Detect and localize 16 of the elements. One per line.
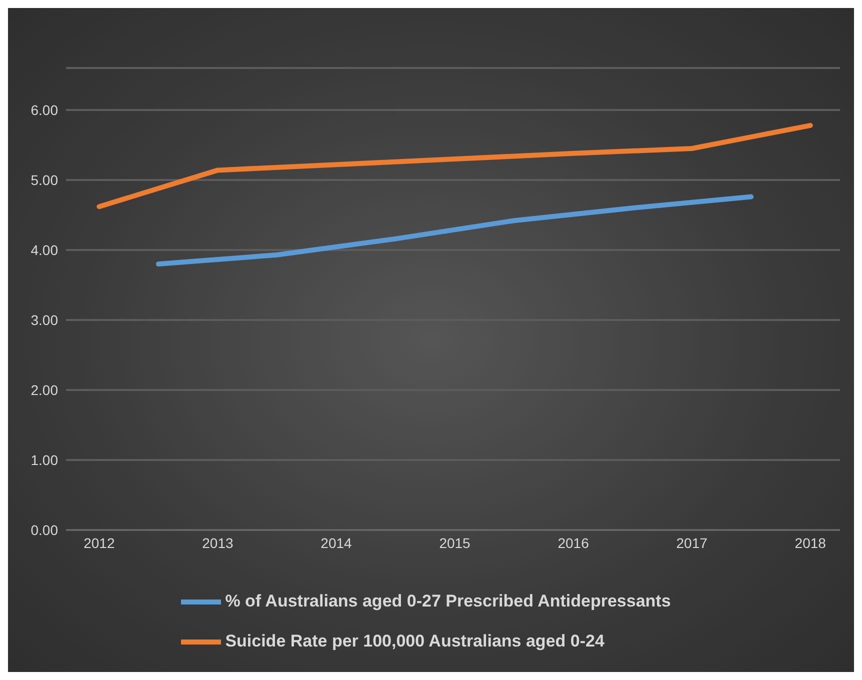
y-tick-label: 2.00 — [30, 382, 58, 398]
x-tick-label: 2016 — [558, 534, 590, 551]
legend-label: % of Australians aged 0-27 Prescribed Antidepressants — [225, 591, 671, 610]
x-tick-label: 2014 — [320, 534, 352, 551]
y-tick-label: 0.00 — [30, 522, 58, 538]
x-tick-label: 2018 — [794, 534, 826, 551]
legend-label: Suicide Rate per 100,000 Australians aged 0-24 — [225, 631, 604, 650]
y-tick-label: 3.00 — [30, 312, 58, 328]
y-tick-label: 6.00 — [30, 102, 58, 118]
y-tick-label: 1.00 — [30, 452, 58, 468]
y-tick-label: 5.00 — [30, 172, 58, 188]
y-tick-label: 4.00 — [30, 242, 58, 258]
x-tick-label: 2013 — [202, 534, 234, 551]
x-tick-label: 2012 — [84, 534, 115, 551]
x-tick-label: 2017 — [676, 534, 708, 551]
x-tick-label: 2015 — [439, 534, 471, 551]
